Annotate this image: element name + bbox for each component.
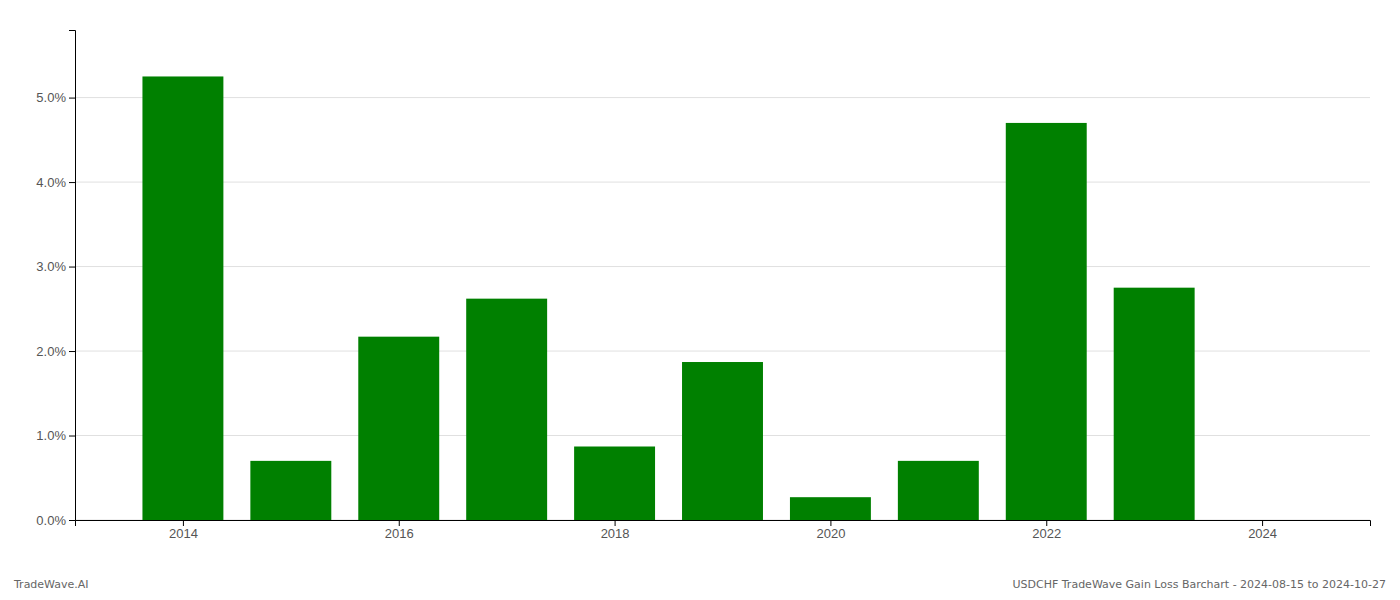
x-tick: 2018 [601, 520, 630, 541]
x-tick-mark [399, 520, 400, 526]
y-axis: 0.0% 1.0% 2.0% 3.0% 4.0% 5.0% [36, 31, 75, 528]
footer-right: USDCHF TradeWave Gain Loss Barchart - 20… [1012, 578, 1386, 591]
x-tick-label: 2014 [169, 526, 198, 541]
y-tick: 3.0% [36, 259, 75, 274]
y-tick-mark [69, 351, 75, 352]
bar [898, 461, 979, 520]
bar [1114, 288, 1195, 520]
bars [142, 76, 1194, 520]
y-tick-label: 2.0% [36, 344, 66, 359]
x-tick: 2020 [816, 520, 845, 541]
bar [142, 76, 223, 520]
y-tick: 0.0% [36, 513, 75, 528]
chart-container: 2014 2016 2018 2020 2022 2024 0.0% 1.0% 2.0% 3.0%… [0, 0, 1400, 600]
plot: 2014 2016 2018 2020 2022 2024 0.0% 1.0% 2.0% 3.0%… [36, 31, 1370, 542]
x-tick-label: 2016 [385, 526, 414, 541]
x-tick-mark [830, 520, 831, 526]
y-tick-label: 3.0% [36, 259, 66, 274]
x-tick-mark [1046, 520, 1047, 526]
y-tick: 1.0% [36, 428, 75, 443]
y-tick: 4.0% [36, 175, 75, 190]
x-tick: 2022 [1032, 520, 1061, 541]
x-axis-line [76, 521, 1371, 527]
y-tick-mark [69, 267, 75, 268]
x-tick-mark [615, 520, 616, 526]
y-tick-label: 4.0% [36, 175, 66, 190]
y-tick: 2.0% [36, 344, 75, 359]
y-tick-label: 5.0% [36, 90, 66, 105]
y-tick-mark [69, 520, 75, 521]
x-tick-label: 2024 [1248, 526, 1277, 541]
footer-left: TradeWave.AI [13, 578, 89, 591]
y-tick-mark [69, 182, 75, 183]
x-tick: 2024 [1248, 520, 1277, 541]
x-tick-mark [183, 520, 184, 526]
footer: TradeWave.AI USDCHF TradeWave Gain Loss B… [13, 578, 1386, 591]
bar [250, 461, 331, 520]
y-tick-mark [69, 98, 75, 99]
bar [574, 447, 655, 521]
x-tick-label: 2018 [601, 526, 630, 541]
grid [75, 98, 1370, 520]
bar [682, 362, 763, 520]
y-tick-label: 0.0% [36, 513, 66, 528]
bar [358, 337, 439, 520]
x-tick: 2016 [385, 520, 414, 541]
chart-svg: 2014 2016 2018 2020 2022 2024 0.0% 1.0% 2.0% 3.0%… [0, 0, 1400, 600]
grid-line [75, 182, 1370, 183]
grid-line [75, 97, 1370, 98]
bar [1006, 123, 1087, 520]
x-axis: 2014 2016 2018 2020 2022 2024 [76, 520, 1371, 541]
y-tick: 5.0% [36, 90, 75, 105]
y-tick-mark [69, 436, 75, 437]
bar [790, 497, 871, 520]
bar [466, 299, 547, 520]
x-tick: 2014 [169, 520, 198, 541]
grid-line [75, 266, 1370, 267]
bar [1222, 520, 1303, 521]
x-tick-mark [1262, 520, 1263, 526]
y-tick-label: 1.0% [36, 428, 66, 443]
x-tick-label: 2020 [816, 526, 845, 541]
y-axis-line [69, 31, 76, 521]
x-tick-label: 2022 [1032, 526, 1061, 541]
